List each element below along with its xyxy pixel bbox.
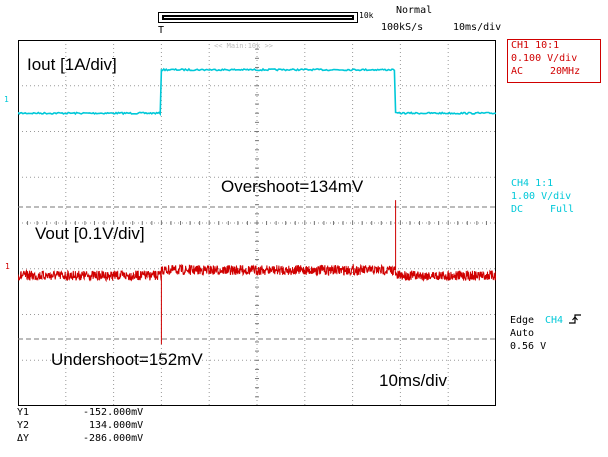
- record-length-label: 10k: [359, 11, 374, 20]
- ch1-scale: 0.100 V/div: [511, 53, 578, 64]
- trigger-mode: Auto: [510, 328, 535, 339]
- waveform-display: << Main:10k >> Iout [1A/div] Overshoot=1…: [18, 40, 496, 406]
- ch1-coupling: AC: [511, 66, 524, 77]
- ch4-coupling: DC: [511, 204, 524, 215]
- y2-value: 134.000mV: [89, 420, 144, 431]
- acquisition-mode: Normal: [396, 5, 433, 16]
- main-zoom-label: << Main:10k >>: [214, 42, 273, 50]
- ch1-bandwidth: 20MHz: [550, 66, 581, 77]
- graticule-border: [18, 40, 496, 406]
- sample-rate: 100kS/s: [381, 22, 424, 33]
- iout-trace: [18, 67, 496, 117]
- ch4-scale: 1.00 V/div: [511, 191, 572, 202]
- vout-label: Vout [0.1V/div]: [35, 224, 145, 243]
- ch4-bandwidth: Full: [550, 204, 575, 215]
- ch1-ground-marker: 1: [5, 262, 10, 271]
- y1-value: -152.000mV: [83, 407, 144, 418]
- trigger-source: CH4: [545, 315, 564, 326]
- ch4-ground-marker: 1: [4, 95, 9, 104]
- rising-edge-icon: [569, 314, 581, 324]
- dy-value: -286.000mV: [83, 433, 144, 444]
- trigger-position-marker: T: [158, 25, 165, 36]
- undershoot-label: Undershoot=152mV: [51, 350, 203, 369]
- ch4-probe: CH4 1:1: [511, 178, 554, 189]
- vout-trace: [18, 200, 496, 345]
- timebase-setting: 10ms/div: [453, 22, 502, 33]
- record-bar-gap: [164, 17, 352, 18]
- trigger-type: Edge: [510, 315, 535, 326]
- y2-label: Y2: [17, 420, 30, 431]
- overshoot-label: Overshoot=134mV: [221, 177, 364, 196]
- ch1-settings-box[interactable]: [507, 39, 601, 83]
- dy-label: ΔY: [17, 433, 30, 444]
- y1-label: Y1: [17, 407, 30, 418]
- record-length-bar: [158, 12, 358, 23]
- graticule-grid: [18, 40, 496, 406]
- status-bar: 10k T Normal 100kS/s 10ms/div: [0, 0, 608, 40]
- iout-label: Iout [1A/div]: [27, 55, 117, 74]
- trigger-level: 0.56 V: [510, 341, 547, 352]
- ch1-probe: CH1 10:1: [511, 40, 560, 51]
- timebase-annotation: 10ms/div: [379, 371, 448, 390]
